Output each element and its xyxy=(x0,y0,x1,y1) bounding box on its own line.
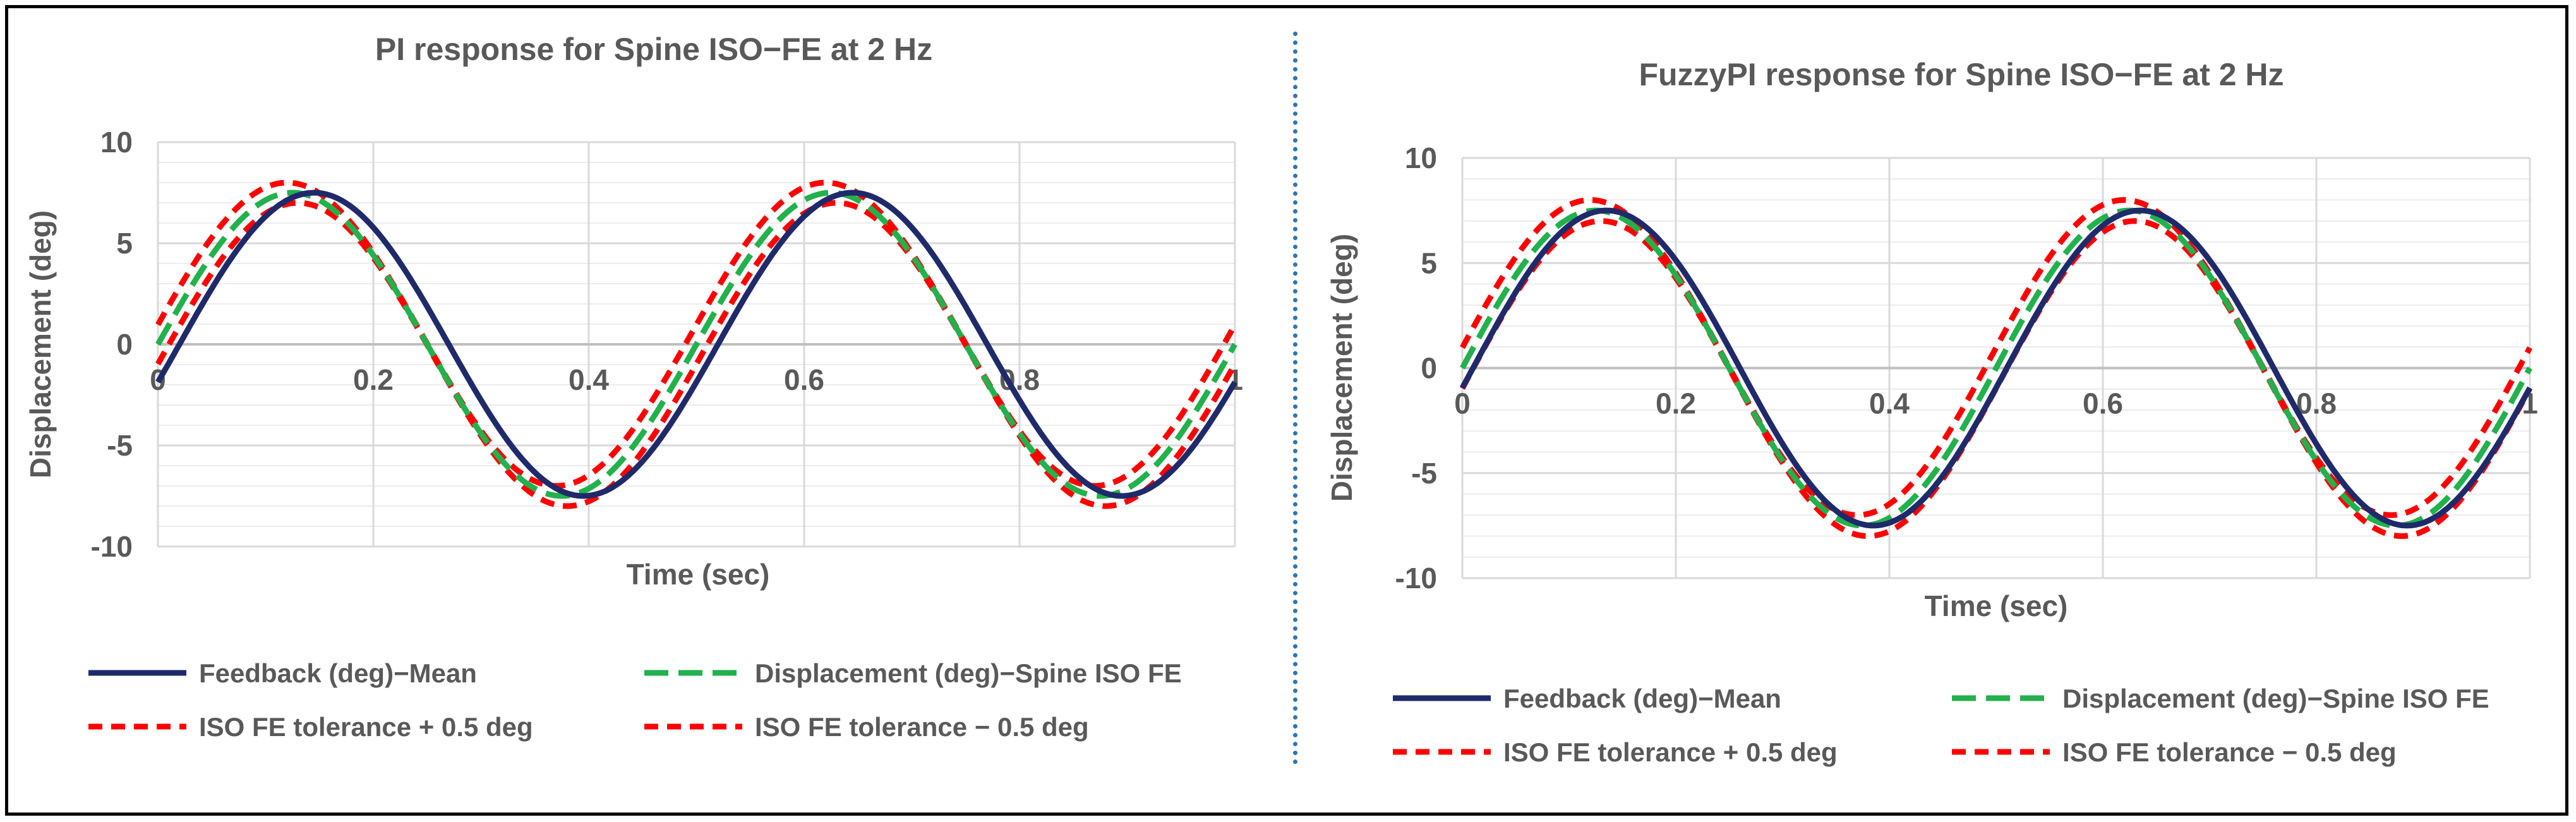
x-tick-label: 0.4 xyxy=(1869,387,1910,420)
series-line-0 xyxy=(155,190,1237,499)
chart-panel-fuzzypi: FuzzyPI response for Spine ISO−FE at 2 H… xyxy=(1308,13,2565,809)
chart-panel-pi: PI response for Spine ISO−FE at 2 Hz 10 5 0… xyxy=(13,13,1276,809)
x-axis-label: Time (sec) xyxy=(627,558,770,591)
legend-label-2: ISO FE tolerance + 0.5 deg xyxy=(199,712,533,742)
panel-divider xyxy=(1293,32,1297,765)
y-tick-label: 5 xyxy=(116,227,133,260)
legend-label-1: Displacement (deg)−Spine ISO FE xyxy=(2062,684,2489,713)
y-tick-label: 10 xyxy=(100,126,133,159)
legend-label-3: ISO FE tolerance − 0.5 deg xyxy=(755,712,1089,742)
series-line-2 xyxy=(155,179,1237,489)
series-line-3 xyxy=(155,200,1237,509)
legend-label-3: ISO FE tolerance − 0.5 deg xyxy=(2062,737,2397,767)
y-tick-label: -5 xyxy=(107,429,133,462)
legend-label-0: Feedback (deg)−Mean xyxy=(1503,684,1781,713)
y-tick-label: -10 xyxy=(91,530,133,563)
chart-fuzzypi: FuzzyPI response for Spine ISO−FE at 2 H… xyxy=(1325,57,2538,767)
series-line-3 xyxy=(1460,218,2532,539)
legend-label-1: Displacement (deg)−Spine ISO FE xyxy=(755,658,1182,688)
legend-label-0: Feedback (deg)−Mean xyxy=(199,658,477,688)
y-tick-label: 10 xyxy=(1405,142,1437,174)
chart-pi: PI response for Spine ISO−FE at 2 Hz 10 5 0… xyxy=(24,32,1243,742)
y-axis-label: Displacement (deg) xyxy=(1325,234,1358,502)
series-line-1 xyxy=(1460,207,2532,529)
x-tick-label: 0.2 xyxy=(353,363,394,396)
x-tick-label: 0 xyxy=(1454,387,1471,420)
x-tick-label: 0.6 xyxy=(2083,387,2123,420)
y-tick-label: 0 xyxy=(116,328,133,361)
x-tick-label: 0.4 xyxy=(569,363,609,396)
series-line-0 xyxy=(1460,207,2532,529)
series-line-1 xyxy=(155,190,1237,499)
x-axis-label: Time (sec) xyxy=(1925,589,2068,622)
figure-frame xyxy=(5,5,2568,816)
y-tick-label: 0 xyxy=(1421,352,1437,385)
y-tick-label: -5 xyxy=(1411,457,1437,490)
chart-title: FuzzyPI response for Spine ISO−FE at 2 H… xyxy=(1639,57,2284,92)
legend-label-2: ISO FE tolerance + 0.5 deg xyxy=(1503,737,1838,767)
x-tick-label: 0.8 xyxy=(2296,387,2337,420)
y-tick-label: 5 xyxy=(1421,246,1437,279)
series-line-2 xyxy=(1460,197,2532,518)
x-tick-label: 0.2 xyxy=(1656,387,1696,420)
chart-title: PI response for Spine ISO−FE at 2 Hz xyxy=(375,32,932,67)
y-tick-label: -10 xyxy=(1395,562,1437,595)
x-tick-label: 0.6 xyxy=(784,363,824,396)
y-axis-label: Displacement (deg) xyxy=(24,210,57,478)
